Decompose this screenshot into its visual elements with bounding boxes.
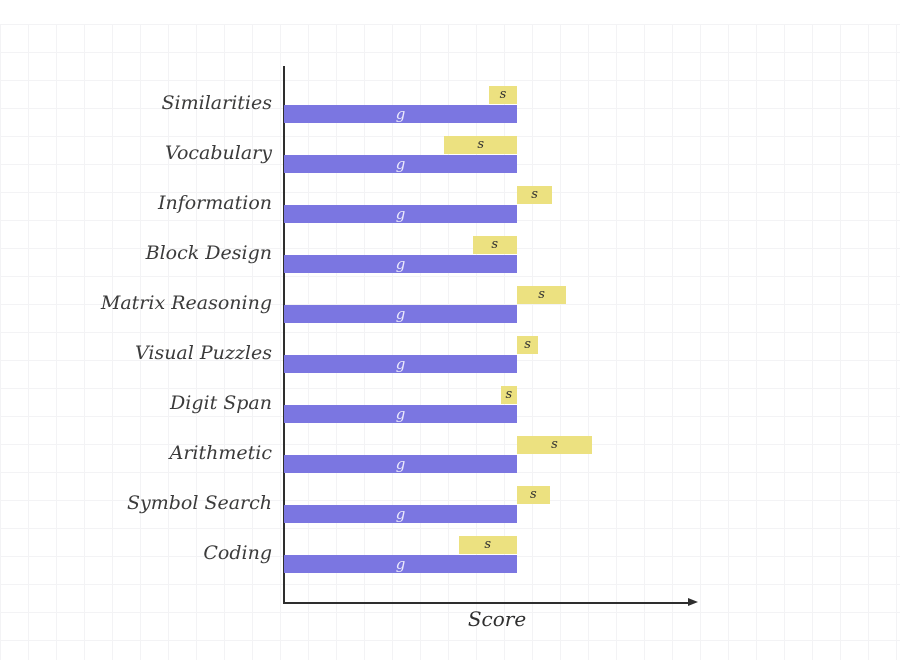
s-factor-bar: s xyxy=(517,436,592,454)
s-bar-label: s xyxy=(530,487,537,502)
s-bar-label: s xyxy=(491,237,499,252)
g-bar-label: g xyxy=(395,555,406,573)
g-factor-bar: g xyxy=(284,405,517,423)
y-axis-line xyxy=(283,66,285,603)
s-factor-bar: s xyxy=(500,386,517,404)
x-axis-title: Score xyxy=(467,607,527,631)
s-factor-bar: s xyxy=(517,186,553,204)
g-bar-label: g xyxy=(395,205,406,223)
g-bar-label: g xyxy=(395,405,406,423)
g-factor-bar: g xyxy=(284,355,517,373)
s-bar-label: s xyxy=(477,137,485,152)
subtest-label: Symbol Search xyxy=(126,492,272,514)
s-bar-label: s xyxy=(551,437,558,452)
s-factor-bar: s xyxy=(472,236,517,254)
subtest-label: Digit Span xyxy=(170,392,272,414)
s-bar-label: s xyxy=(505,387,513,402)
subtest-label: Information xyxy=(157,192,272,214)
g-factor-bar: g xyxy=(284,255,517,273)
s-factor-bar: s xyxy=(444,136,517,154)
s-bar-label: s xyxy=(484,537,492,552)
x-axis-arrowhead-icon xyxy=(688,598,698,606)
g-bar-label: g xyxy=(395,355,406,373)
s-factor-bar: s xyxy=(458,536,517,554)
g-bar-label: g xyxy=(395,105,406,123)
g-factor-bar: g xyxy=(284,305,517,323)
g-bar-label: g xyxy=(395,505,406,523)
subtest-label: Coding xyxy=(203,542,272,564)
g-factor-bar: g xyxy=(284,505,517,523)
g-bar-label: g xyxy=(395,305,406,323)
g-factor-bar: g xyxy=(284,555,517,573)
subtest-label: Block Design xyxy=(145,242,272,264)
g-factor-bar: g xyxy=(284,205,517,223)
s-bar-label: s xyxy=(531,187,538,202)
s-bar-label: s xyxy=(499,87,507,102)
g-factor-bar: g xyxy=(284,155,517,173)
subtest-label: Similarities xyxy=(161,92,272,114)
subtest-label: Visual Puzzles xyxy=(134,342,272,364)
g-bar-label: g xyxy=(395,155,406,173)
g-bar-label: g xyxy=(395,455,406,473)
s-bar-label: s xyxy=(524,337,531,352)
s-factor-bar: s xyxy=(517,486,550,504)
subtest-label: Arithmetic xyxy=(169,442,272,464)
s-bar-label: s xyxy=(538,287,545,302)
g-factor-bar: g xyxy=(284,455,517,473)
subtest-label: Matrix Reasoning xyxy=(100,292,272,314)
subtest-label: Vocabulary xyxy=(164,142,272,164)
g-factor-bar: g xyxy=(284,105,517,123)
s-factor-bar: s xyxy=(517,286,567,304)
s-factor-bar: s xyxy=(488,86,517,104)
g-bar-label: g xyxy=(395,255,406,273)
x-axis-line xyxy=(283,602,689,604)
s-factor-bar: s xyxy=(517,336,539,354)
